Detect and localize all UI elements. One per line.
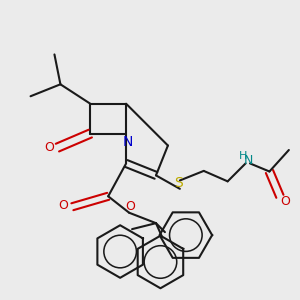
- Text: O: O: [280, 195, 290, 208]
- Text: N: N: [244, 154, 253, 167]
- Text: O: O: [58, 199, 68, 212]
- Text: O: O: [126, 200, 136, 213]
- Text: N: N: [122, 135, 133, 149]
- Text: S: S: [174, 176, 183, 190]
- Text: O: O: [44, 141, 54, 154]
- Text: H: H: [238, 151, 247, 161]
